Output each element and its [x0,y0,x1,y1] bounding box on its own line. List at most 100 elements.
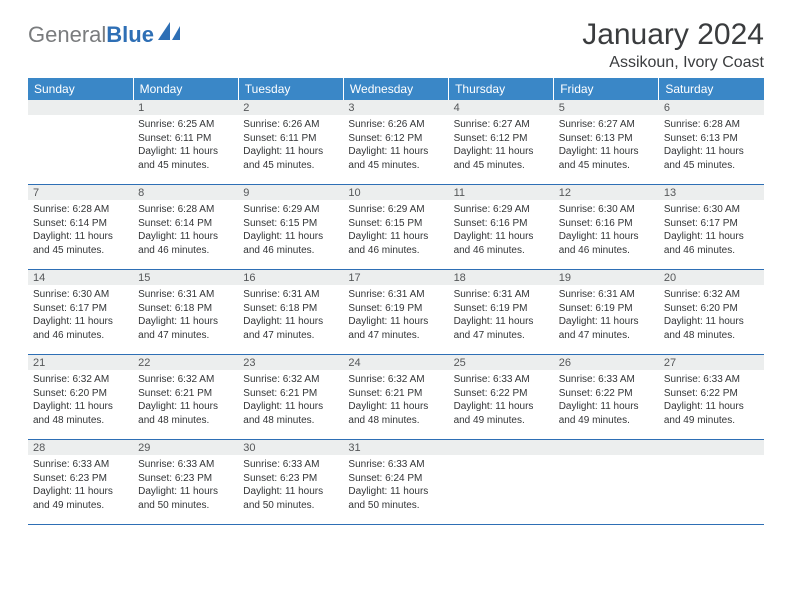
daylight-line2: and 45 minutes. [138,159,233,173]
sunrise-line: Sunrise: 6:32 AM [33,373,128,387]
daylight-line2: and 45 minutes. [348,159,443,173]
daylight-line2: and 47 minutes. [243,329,338,343]
daylight-line2: and 46 minutes. [559,244,654,258]
daylight-line1: Daylight: 11 hours [559,230,654,244]
day-content: Sunrise: 6:28 AMSunset: 6:14 PMDaylight:… [28,200,133,269]
day-content: Sunrise: 6:27 AMSunset: 6:13 PMDaylight:… [554,115,659,184]
calendar-cell: 29Sunrise: 6:33 AMSunset: 6:23 PMDayligh… [133,440,238,525]
day-content: Sunrise: 6:29 AMSunset: 6:15 PMDaylight:… [238,200,343,269]
daylight-line1: Daylight: 11 hours [243,145,338,159]
sunset-line: Sunset: 6:24 PM [348,472,443,486]
weekday-row: Sunday Monday Tuesday Wednesday Thursday… [28,78,764,100]
sunset-line: Sunset: 6:17 PM [33,302,128,316]
brand-text: GeneralBlue [28,22,154,48]
day-content: Sunrise: 6:32 AMSunset: 6:21 PMDaylight:… [133,370,238,439]
day-number: 28 [28,440,133,455]
day-content: Sunrise: 6:33 AMSunset: 6:23 PMDaylight:… [133,455,238,524]
day-number: 29 [133,440,238,455]
day-number: 26 [554,355,659,370]
day-number: 13 [659,185,764,200]
calendar-row: 21Sunrise: 6:32 AMSunset: 6:20 PMDayligh… [28,355,764,440]
day-content: Sunrise: 6:26 AMSunset: 6:11 PMDaylight:… [238,115,343,184]
day-number: 4 [449,100,554,115]
daylight-line1: Daylight: 11 hours [33,485,128,499]
day-number: 12 [554,185,659,200]
day-number: 31 [343,440,448,455]
day-number: 22 [133,355,238,370]
calendar-cell: 18Sunrise: 6:31 AMSunset: 6:19 PMDayligh… [449,270,554,355]
daylight-line2: and 47 minutes. [454,329,549,343]
daylight-line2: and 50 minutes. [243,499,338,513]
weekday-header: Thursday [449,78,554,100]
daylight-line1: Daylight: 11 hours [664,145,759,159]
calendar-cell: 9Sunrise: 6:29 AMSunset: 6:15 PMDaylight… [238,185,343,270]
sunset-line: Sunset: 6:20 PM [664,302,759,316]
weekday-header: Tuesday [238,78,343,100]
day-number: 5 [554,100,659,115]
sunset-line: Sunset: 6:18 PM [243,302,338,316]
daylight-line1: Daylight: 11 hours [33,315,128,329]
day-content: Sunrise: 6:31 AMSunset: 6:19 PMDaylight:… [343,285,448,354]
day-content: Sunrise: 6:28 AMSunset: 6:14 PMDaylight:… [133,200,238,269]
daylight-line2: and 49 minutes. [33,499,128,513]
day-content: Sunrise: 6:32 AMSunset: 6:20 PMDaylight:… [28,370,133,439]
brand-logo: GeneralBlue [28,22,184,48]
day-number: 11 [449,185,554,200]
calendar-cell: 27Sunrise: 6:33 AMSunset: 6:22 PMDayligh… [659,355,764,440]
sunrise-line: Sunrise: 6:31 AM [138,288,233,302]
daylight-line1: Daylight: 11 hours [243,230,338,244]
daylight-line1: Daylight: 11 hours [33,230,128,244]
day-number: 17 [343,270,448,285]
sunset-line: Sunset: 6:16 PM [454,217,549,231]
sunrise-line: Sunrise: 6:31 AM [243,288,338,302]
sunrise-line: Sunrise: 6:30 AM [559,203,654,217]
sunset-line: Sunset: 6:22 PM [559,387,654,401]
day-number: 30 [238,440,343,455]
calendar-cell: 30Sunrise: 6:33 AMSunset: 6:23 PMDayligh… [238,440,343,525]
daylight-line1: Daylight: 11 hours [664,230,759,244]
calendar-cell: 20Sunrise: 6:32 AMSunset: 6:20 PMDayligh… [659,270,764,355]
day-number: 18 [449,270,554,285]
day-content: Sunrise: 6:28 AMSunset: 6:13 PMDaylight:… [659,115,764,184]
day-content: Sunrise: 6:32 AMSunset: 6:21 PMDaylight:… [238,370,343,439]
calendar-cell: 25Sunrise: 6:33 AMSunset: 6:22 PMDayligh… [449,355,554,440]
daylight-line1: Daylight: 11 hours [559,145,654,159]
sunset-line: Sunset: 6:22 PM [454,387,549,401]
daylight-line2: and 46 minutes. [243,244,338,258]
calendar-row: 28Sunrise: 6:33 AMSunset: 6:23 PMDayligh… [28,440,764,525]
daylight-line2: and 46 minutes. [454,244,549,258]
daylight-line1: Daylight: 11 hours [33,400,128,414]
daylight-line2: and 49 minutes. [559,414,654,428]
weekday-header: Saturday [659,78,764,100]
sunset-line: Sunset: 6:14 PM [33,217,128,231]
calendar-cell: 19Sunrise: 6:31 AMSunset: 6:19 PMDayligh… [554,270,659,355]
daylight-line1: Daylight: 11 hours [559,400,654,414]
daylight-line1: Daylight: 11 hours [138,400,233,414]
calendar-cell: 8Sunrise: 6:28 AMSunset: 6:14 PMDaylight… [133,185,238,270]
sunrise-line: Sunrise: 6:32 AM [664,288,759,302]
day-number [449,440,554,455]
sunset-line: Sunset: 6:16 PM [559,217,654,231]
day-content: Sunrise: 6:31 AMSunset: 6:18 PMDaylight:… [238,285,343,354]
daylight-line2: and 45 minutes. [559,159,654,173]
sunrise-line: Sunrise: 6:33 AM [243,458,338,472]
day-number: 1 [133,100,238,115]
daylight-line1: Daylight: 11 hours [138,145,233,159]
day-content: Sunrise: 6:33 AMSunset: 6:22 PMDaylight:… [449,370,554,439]
daylight-line2: and 46 minutes. [138,244,233,258]
calendar-cell: 4Sunrise: 6:27 AMSunset: 6:12 PMDaylight… [449,100,554,185]
daylight-line1: Daylight: 11 hours [454,230,549,244]
sunrise-line: Sunrise: 6:33 AM [454,373,549,387]
sunrise-line: Sunrise: 6:27 AM [559,118,654,132]
day-content: Sunrise: 6:29 AMSunset: 6:15 PMDaylight:… [343,200,448,269]
calendar-cell: 22Sunrise: 6:32 AMSunset: 6:21 PMDayligh… [133,355,238,440]
sunrise-line: Sunrise: 6:27 AM [454,118,549,132]
daylight-line1: Daylight: 11 hours [348,485,443,499]
sunset-line: Sunset: 6:13 PM [559,132,654,146]
day-number: 2 [238,100,343,115]
day-number: 10 [343,185,448,200]
calendar-row: 7Sunrise: 6:28 AMSunset: 6:14 PMDaylight… [28,185,764,270]
calendar-cell [554,440,659,525]
sunrise-line: Sunrise: 6:31 AM [348,288,443,302]
day-content: Sunrise: 6:33 AMSunset: 6:22 PMDaylight:… [659,370,764,439]
